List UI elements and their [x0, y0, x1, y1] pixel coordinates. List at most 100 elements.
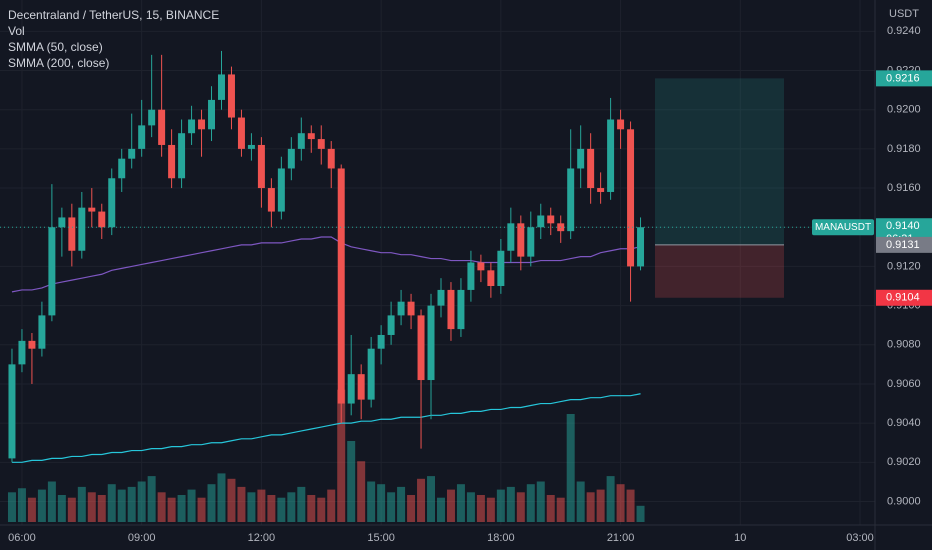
candle-body — [277, 168, 285, 212]
candle-body — [48, 227, 56, 316]
candle-body — [597, 188, 605, 192]
legend-volume: Vol — [8, 24, 25, 38]
candle-body — [327, 148, 335, 169]
volume-bar — [257, 489, 266, 522]
volume-bar — [57, 495, 66, 522]
candle-body — [198, 119, 206, 130]
price-tag — [876, 289, 932, 306]
candle-body — [38, 315, 46, 349]
volume-bar — [476, 495, 485, 522]
candle-body — [257, 144, 265, 189]
candle-body — [128, 148, 136, 159]
candle-body — [517, 223, 525, 257]
candle-body — [427, 305, 435, 381]
volume-bar — [626, 489, 635, 522]
candle-body — [407, 301, 415, 316]
volume-bar — [377, 484, 386, 522]
candle-body — [397, 301, 405, 316]
symbol-tag — [812, 219, 874, 236]
volume-bar — [586, 492, 595, 522]
candle-body — [178, 133, 186, 179]
candle-body — [607, 119, 615, 192]
volume-bar — [437, 497, 445, 522]
target-zone — [655, 78, 784, 245]
symbol-label: MANAUSDT — [815, 222, 871, 233]
volume-bar — [217, 473, 226, 522]
volume-bar — [227, 478, 236, 522]
x-tick-label: 03:00 — [846, 532, 874, 544]
candle-body — [267, 188, 275, 212]
volume-bar — [117, 489, 126, 522]
candle-body — [537, 215, 545, 228]
candle-body — [627, 129, 635, 267]
candle-body — [347, 374, 355, 404]
volume-bar — [596, 489, 605, 522]
candle-body — [417, 315, 425, 381]
volume-bar — [307, 495, 316, 522]
volume-bar — [317, 497, 326, 522]
smma-line — [11, 236, 641, 293]
candle-body — [247, 144, 255, 149]
candle-body — [237, 117, 245, 149]
candle-body — [118, 158, 126, 179]
x-tick-label: 12:00 — [248, 532, 276, 544]
candle-body — [587, 148, 595, 189]
volume-bar — [127, 486, 136, 522]
candle-body — [78, 207, 86, 251]
volume-bar — [347, 441, 356, 522]
candle-body — [317, 139, 325, 149]
volume-bar — [197, 497, 206, 522]
volume-bar — [37, 489, 46, 522]
chart-title: Decentraland / TetherUS, 15, BINANCE — [8, 8, 219, 22]
volume-bar — [446, 489, 455, 522]
candle-body — [507, 223, 515, 251]
candle-body — [457, 289, 465, 330]
candle-body — [357, 374, 365, 400]
volume-bar — [516, 492, 525, 522]
x-tick-label: 09:00 — [128, 532, 156, 544]
candle-body — [577, 148, 585, 169]
volume-bar — [207, 484, 216, 522]
candle-body — [467, 262, 475, 290]
volume-bar — [466, 492, 475, 522]
candle-body — [108, 178, 116, 228]
candle-body — [227, 74, 235, 118]
volume-bar — [556, 497, 565, 522]
candle-body — [447, 289, 455, 330]
candle-body — [297, 133, 305, 149]
y-tick-label: 0.9060 — [887, 378, 921, 390]
volume-bar — [536, 481, 545, 522]
candle-body — [307, 133, 315, 140]
x-tick-label: 10 — [734, 532, 746, 544]
candle-body — [617, 119, 625, 130]
volume-bar — [546, 495, 555, 522]
legend-entry: SMMA (200, close) — [8, 56, 109, 70]
volume-bar — [267, 495, 276, 522]
volume-bar — [606, 476, 615, 522]
volume-bar — [27, 497, 36, 522]
candle-body — [367, 348, 375, 400]
volume-bar — [107, 484, 116, 522]
legend-entry: SMMA (50, close) — [8, 40, 103, 54]
candle-body — [28, 340, 36, 349]
y-tick-label: 0.9020 — [887, 456, 921, 468]
candle-body — [18, 340, 26, 365]
candle-body — [158, 109, 166, 145]
volume-bar — [137, 481, 146, 522]
candle-body — [148, 109, 156, 126]
candle-body — [567, 168, 575, 232]
price-tag-label: 0.9216 — [886, 72, 920, 84]
y-tick-label: 0.9160 — [887, 182, 921, 194]
candle-body — [337, 168, 345, 404]
volume-bar — [77, 486, 86, 522]
x-tick-label: 06:00 — [8, 532, 36, 544]
candle-body — [487, 270, 495, 287]
candle-body — [287, 148, 295, 169]
y-tick-label: 0.9240 — [887, 25, 921, 37]
volume-bar — [526, 484, 535, 522]
candle-body — [98, 211, 106, 228]
y-tick-label: 0.9000 — [887, 495, 921, 507]
volume-bar — [187, 489, 196, 522]
volume-bar — [247, 492, 256, 522]
